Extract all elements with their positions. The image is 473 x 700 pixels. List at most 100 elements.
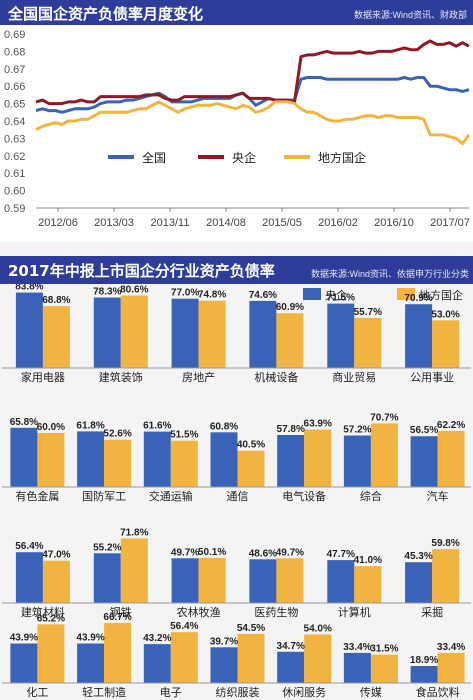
category-label: 采掘 — [421, 605, 443, 619]
value-label-local: 80.6% — [120, 285, 148, 296]
value-label-central: 60.8% — [210, 421, 238, 432]
bar-local-纺织服装 — [237, 633, 265, 683]
bar-central-医药生物 — [249, 559, 277, 603]
value-label-local: 71.8% — [120, 527, 148, 538]
category-label: 房地产 — [182, 370, 215, 384]
bar-local-轻工制造 — [104, 623, 132, 683]
legend-label: 地方国企 — [318, 150, 366, 165]
value-label-central: 57.2% — [343, 425, 371, 436]
value-label-central: 71.5% — [327, 293, 355, 304]
bar-central-食品饮料 — [410, 666, 438, 683]
bar-central-电子 — [143, 644, 171, 683]
bar-chart-banner: 2017年中报上市国企分行业资产负债率 数据来源:Wind资讯、依据申万行业分类 — [0, 256, 473, 284]
bar-chart: 央企 地方国企83.8%68.8%家用电器78.3%80.6%建筑装饰77.0%7… — [2, 284, 471, 699]
value-label-local: 70.7% — [370, 412, 398, 423]
value-label-local: 47.0% — [42, 550, 70, 561]
value-label-local: 62.2% — [437, 420, 465, 431]
category-label: 汽车 — [427, 489, 449, 503]
y-tick-label: 0.65 — [4, 99, 25, 111]
bar-central-房地产 — [171, 298, 199, 368]
category-label: 计算机 — [338, 605, 371, 619]
value-label-central: 61.6% — [143, 421, 171, 432]
value-label-central: 61.8% — [76, 420, 104, 431]
y-tick-label: 0.69 — [4, 29, 25, 41]
value-label-local: 51.5% — [170, 430, 198, 441]
bar-local-钢铁 — [120, 538, 148, 603]
bar-local-采掘 — [432, 549, 460, 603]
bar-legend-swatch — [397, 288, 415, 300]
bar-local-建筑装饰 — [120, 295, 148, 368]
bar-legend-label: 央企 — [325, 288, 347, 302]
y-tick-label: 0.63 — [4, 133, 25, 145]
bar-legend-label: 地方国企 — [419, 288, 463, 302]
bar-local-有色金属 — [37, 433, 65, 487]
value-label-local: 63.9% — [304, 419, 332, 430]
value-label-central: 43.9% — [76, 633, 104, 644]
bar-local-商业贸易 — [354, 317, 382, 368]
bar-local-综合 — [370, 423, 398, 487]
value-label-local: 55.7% — [354, 307, 382, 318]
bar-local-化工 — [37, 624, 65, 683]
bar-central-电气设备 — [277, 435, 305, 487]
value-label-central: 65.8% — [10, 417, 38, 428]
line-chart: 0.69 0.68 0.67 0.66 0.65 0.64 0.63 0.62 0.61 0.60… — [0, 25, 473, 242]
value-label-local: 54.0% — [304, 623, 332, 634]
x-tick-label: 2017/07 — [430, 217, 470, 229]
bar-local-机械设备 — [276, 313, 304, 368]
value-label-central: 83.8% — [15, 284, 43, 293]
value-label-central: 39.7% — [210, 636, 238, 647]
value-label-local: 40.5% — [237, 440, 265, 451]
category-label: 医药生物 — [254, 605, 298, 619]
y-tick-label: 0.64 — [4, 116, 25, 128]
value-label-central: 47.7% — [327, 549, 355, 560]
value-label-local: 68.8% — [42, 295, 70, 306]
bar-central-休闲服务 — [277, 651, 305, 683]
bar-chart-source: 数据来源:Wind资讯、依据申万行业分类 — [310, 269, 469, 279]
bar-central-有色金属 — [10, 427, 38, 487]
value-label-central: 74.6% — [249, 290, 277, 301]
series-line-央企 — [35, 39, 470, 106]
category-label: 交通运输 — [149, 489, 193, 503]
category-label: 建筑材料 — [21, 605, 65, 619]
value-label-central: 77.0% — [171, 288, 199, 299]
category-label: 国防军工 — [82, 489, 126, 503]
category-label: 电气设备 — [282, 489, 326, 503]
value-label-central: 56.5% — [410, 425, 438, 436]
bar-central-建筑装饰 — [93, 297, 121, 368]
value-label-local: 52.6% — [103, 429, 131, 440]
value-label-local: 65.2% — [37, 613, 65, 624]
bar-local-通信 — [237, 450, 265, 488]
bar-local-农林牧渔 — [198, 557, 226, 603]
bar-local-交通运输 — [170, 440, 198, 488]
x-tick-label: 2012/06 — [38, 217, 78, 229]
category-label: 轻工制造 — [82, 685, 126, 699]
value-label-local: 31.5% — [370, 644, 398, 655]
value-label-local: 60.9% — [276, 302, 304, 313]
y-tick-label: 0.61 — [4, 168, 25, 180]
bar-central-纺织服装 — [210, 647, 238, 683]
bar-local-电气设备 — [304, 429, 332, 487]
series-line-全国 — [35, 76, 470, 114]
value-label-local: 74.8% — [198, 290, 226, 301]
y-tick-label: 0.68 — [4, 46, 25, 58]
bar-local-建筑材料 — [42, 560, 70, 603]
bar-local-计算机 — [354, 566, 382, 603]
value-label-central: 48.6% — [249, 548, 277, 559]
category-label: 建筑装饰 — [99, 370, 143, 384]
bar-local-休闲服务 — [304, 634, 332, 683]
value-label-local: 66.7% — [103, 612, 131, 623]
line-chart-banner: 全国国企资产负债率月度变化 数据来源:Wind资讯、财政部 — [0, 0, 473, 25]
value-label-local: 41.0% — [354, 555, 382, 566]
bar-local-国防军工 — [104, 439, 132, 487]
value-label-local: 56.4% — [170, 621, 198, 632]
category-label: 机械设备 — [254, 370, 298, 384]
category-label: 电子 — [160, 686, 182, 699]
value-label-local: 60.0% — [37, 422, 65, 433]
bar-central-家用电器 — [15, 292, 43, 368]
value-label-central: 43.2% — [143, 633, 171, 644]
y-tick-label: 0.66 — [4, 81, 25, 93]
legend-label: 全国 — [142, 150, 166, 165]
bar-local-房地产 — [198, 300, 226, 368]
bar-central-农林牧渔 — [171, 558, 199, 603]
